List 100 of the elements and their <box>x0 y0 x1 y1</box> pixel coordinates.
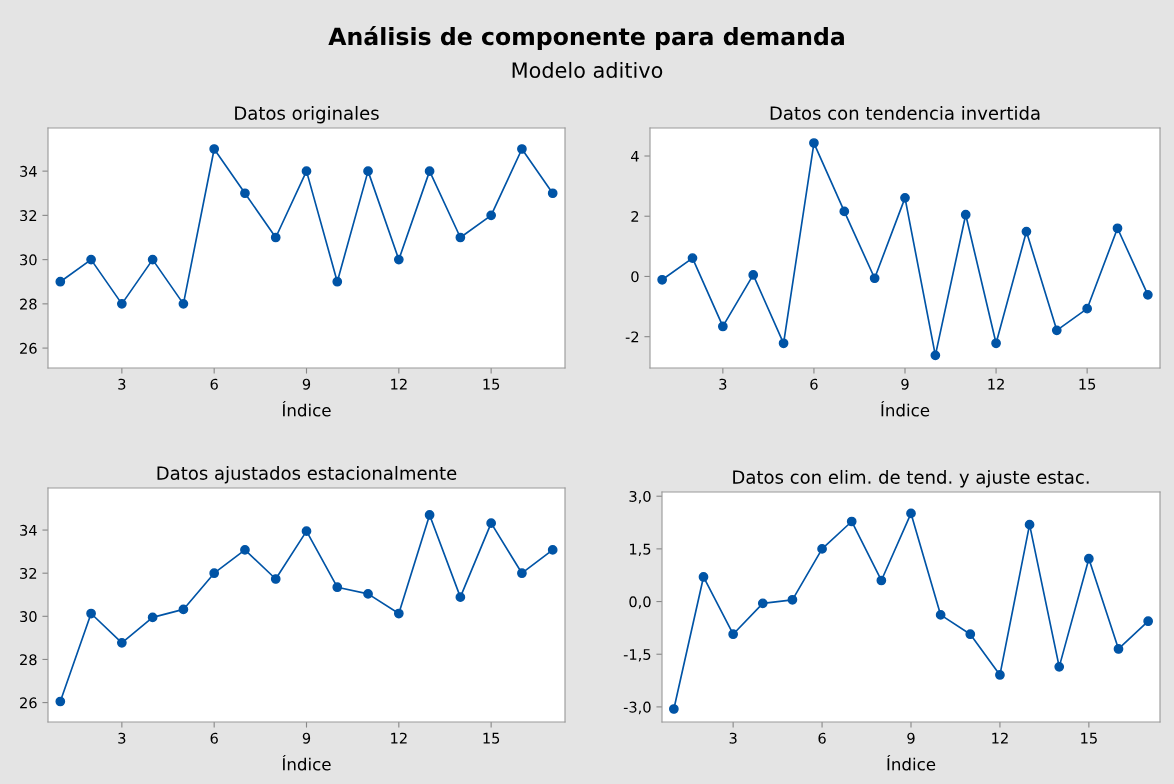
point <box>995 670 1005 680</box>
point <box>1112 223 1123 234</box>
point <box>1054 662 1065 672</box>
point <box>455 592 466 602</box>
x-tick-label: 9 <box>302 732 311 744</box>
point <box>960 209 971 220</box>
y-tick-label: 26 <box>20 342 37 354</box>
text: Modelo aditivo <box>512 61 663 79</box>
point <box>547 545 558 555</box>
x-tick-label: 3 <box>118 732 126 744</box>
point <box>363 166 373 176</box>
y-tick-label: 30 <box>20 611 37 623</box>
point <box>209 144 220 154</box>
point <box>839 206 850 217</box>
x-axis-title: Índice <box>282 400 331 417</box>
y-tick-label: 0 <box>631 271 639 283</box>
point <box>147 254 158 265</box>
x-tick-label: 3 <box>719 378 727 390</box>
point <box>869 273 880 284</box>
point <box>1051 325 1062 336</box>
point <box>363 589 373 599</box>
point <box>424 510 435 520</box>
point <box>270 232 281 243</box>
y-tick-label: 28 <box>20 298 37 310</box>
y-tick-label: -1,5 <box>623 649 651 662</box>
point <box>965 629 976 640</box>
y-tick-label: -2 <box>625 331 639 343</box>
x-tick-label: 15 <box>1081 732 1097 744</box>
x-tick-label: 3 <box>118 378 126 390</box>
y-tick-label: 34 <box>20 524 37 536</box>
point <box>906 508 916 519</box>
point <box>332 276 343 287</box>
point <box>668 704 679 714</box>
chart-title: Datos ajustados estacionalmente <box>157 465 457 484</box>
point <box>1143 616 1154 627</box>
x-tick-label: 9 <box>907 732 915 744</box>
x-tick-label: 6 <box>818 732 826 744</box>
x-tick-label: 6 <box>810 378 818 390</box>
y-tick-label: 0,0 <box>629 596 651 609</box>
x-axis-title: Índice <box>887 754 936 771</box>
y-tick-label: 26 <box>20 697 37 709</box>
y-tick-label: 30 <box>20 254 37 266</box>
point <box>424 166 435 176</box>
point <box>301 166 312 176</box>
y-tick-label: 4 <box>631 150 639 162</box>
point <box>455 232 466 243</box>
point <box>147 612 158 623</box>
point <box>240 188 250 199</box>
chart-title: Datos con elim. de tend. y ajuste estac. <box>733 469 1089 488</box>
point <box>209 568 220 579</box>
text: Análisis de componente para demanda <box>328 26 844 50</box>
x-tick-label: 12 <box>992 732 1008 744</box>
chart-title: Datos con tendencia invertida <box>770 105 1040 120</box>
point <box>876 575 887 586</box>
point <box>817 544 827 554</box>
point <box>687 253 698 263</box>
point <box>55 276 66 287</box>
point <box>900 193 910 203</box>
point <box>991 338 1001 349</box>
point <box>301 526 312 536</box>
x-axis-title: Índice <box>282 754 331 771</box>
point <box>486 518 497 529</box>
point <box>393 254 404 265</box>
point <box>1083 553 1094 564</box>
x-tick-label: 6 <box>210 378 218 390</box>
point <box>86 254 96 265</box>
point <box>486 210 497 221</box>
point <box>55 696 66 707</box>
point <box>1021 226 1032 237</box>
point <box>240 545 250 555</box>
point <box>178 604 189 615</box>
point <box>1113 644 1124 654</box>
point <box>517 144 527 154</box>
x-tick-label: 15 <box>483 732 500 744</box>
point <box>728 629 739 640</box>
point <box>393 608 404 619</box>
point <box>86 608 96 619</box>
x-tick-label: 12 <box>391 378 407 390</box>
point <box>846 516 857 527</box>
point <box>778 338 789 349</box>
y-tick-label: 2 <box>631 210 639 222</box>
x-tick-label: 9 <box>302 378 311 390</box>
point <box>517 568 527 579</box>
point <box>116 298 127 309</box>
x-tick-label: 12 <box>391 732 407 744</box>
point <box>657 274 668 285</box>
x-tick-label: 9 <box>901 378 909 390</box>
point <box>332 582 343 593</box>
y-tick-label: 3,0 <box>629 490 651 504</box>
chart-title: Datos originales <box>235 105 379 124</box>
x-axis-title: Índice <box>881 400 930 417</box>
point <box>116 637 127 648</box>
point <box>1024 519 1035 530</box>
point <box>1142 289 1153 300</box>
y-tick-label: 32 <box>20 567 37 579</box>
point <box>1082 303 1093 314</box>
y-tick-label: 32 <box>20 210 37 222</box>
x-tick-label: 15 <box>483 378 500 390</box>
point <box>698 572 709 582</box>
x-tick-label: 6 <box>210 732 218 744</box>
